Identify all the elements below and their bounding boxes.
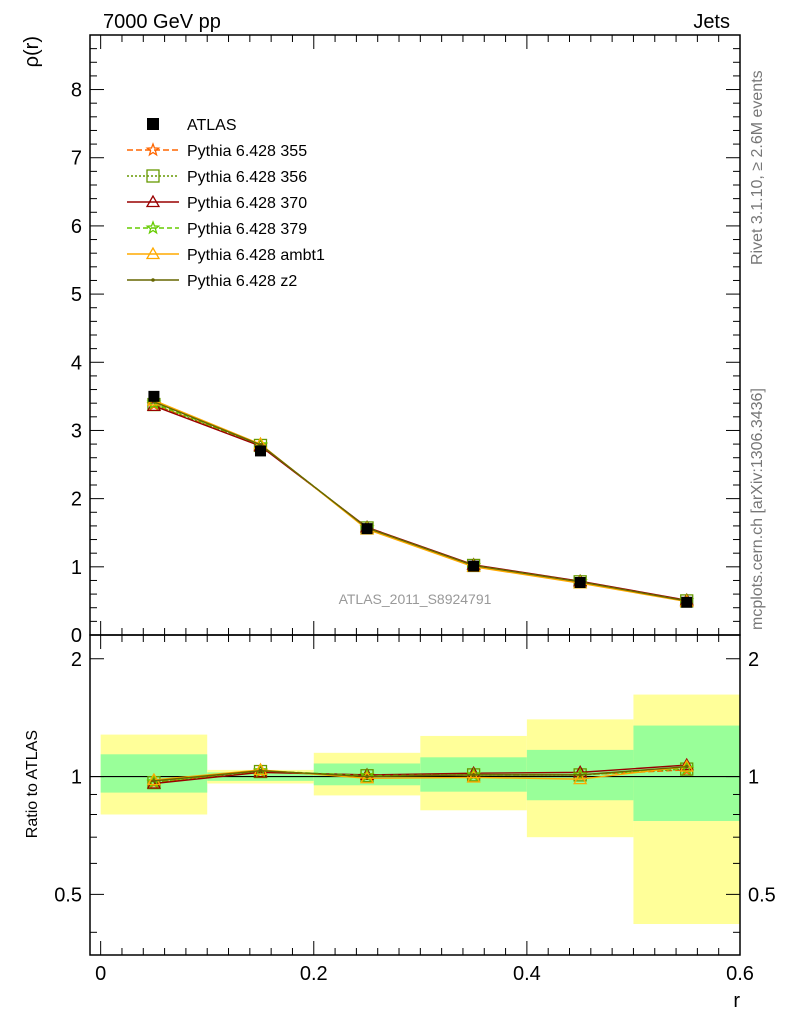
series-point-ratio bbox=[573, 771, 588, 785]
y-tick-label-top: 6 bbox=[71, 216, 82, 238]
x-tick-label: 0.2 bbox=[300, 963, 328, 985]
ratio-band-inner bbox=[633, 725, 740, 821]
legend-label: Pythia 6.428 355 bbox=[187, 143, 307, 160]
legend-label: Pythia 6.428 356 bbox=[187, 169, 307, 186]
series-line-ratio bbox=[153, 765, 687, 782]
y-tick-label-top: 7 bbox=[71, 148, 82, 170]
series-layer bbox=[146, 390, 695, 790]
y-tick-label-top: 0 bbox=[71, 625, 82, 647]
series-line-ratio bbox=[153, 765, 687, 781]
bottom-panel-frame bbox=[89, 634, 741, 956]
side-text-top: Rivet 3.1.10, ≥ 2.6M events bbox=[749, 70, 766, 265]
legend-label: Pythia 6.428 z2 bbox=[187, 273, 297, 290]
header-left: 7000 GeV pp bbox=[103, 11, 221, 33]
x-tick-label: 0 bbox=[95, 963, 106, 985]
series-point-ratio bbox=[572, 767, 588, 782]
series-point-ratio bbox=[466, 770, 481, 783]
legend-label: ATLAS bbox=[187, 117, 237, 134]
atlas-data-point bbox=[254, 445, 266, 457]
legend-label: Pythia 6.428 379 bbox=[187, 221, 307, 238]
legend-marker bbox=[145, 220, 161, 235]
series-point-ratio bbox=[684, 764, 689, 769]
series-point-ratio bbox=[258, 768, 263, 773]
x-tick-label: 0.4 bbox=[513, 963, 541, 985]
series-point-ratio bbox=[365, 774, 369, 779]
y-axis-label-bottom: Ratio to ATLAS bbox=[24, 730, 41, 838]
series-point-ratio bbox=[578, 773, 582, 777]
header-right: Jets bbox=[693, 11, 730, 33]
legend-label: Pythia 6.428 370 bbox=[187, 195, 307, 212]
series-point-ratio bbox=[359, 770, 375, 784]
y-axis-label-top: ρ(r) bbox=[21, 36, 43, 67]
legend-marker bbox=[147, 118, 159, 130]
y-tick-label-bottom: 0.5 bbox=[54, 884, 82, 906]
atlas-data bbox=[148, 390, 693, 608]
side-text-bottom: mcplots.cern.ch [arXiv:1306.3436] bbox=[749, 388, 766, 630]
ratio-uncertainty-bands bbox=[100, 694, 740, 925]
series-point-ratio bbox=[253, 762, 268, 776]
atlas-data-point bbox=[361, 523, 373, 535]
atlas-data-point bbox=[148, 390, 160, 402]
legend-label: Pythia 6.428 ambt1 bbox=[187, 247, 325, 264]
series-point-ratio bbox=[146, 772, 162, 786]
series-line-top bbox=[153, 401, 687, 602]
y-tick-label-top: 4 bbox=[71, 352, 82, 374]
y-tick-label-bottom: 1 bbox=[71, 767, 82, 789]
y-tick-label-bottom: 2 bbox=[71, 649, 82, 671]
legend-marker bbox=[151, 278, 155, 282]
series-point-ratio bbox=[471, 773, 476, 777]
y-tick-label-top: 2 bbox=[71, 489, 82, 511]
y-tick-label-top: 1 bbox=[71, 557, 82, 579]
y-tick-label-top: 3 bbox=[71, 420, 82, 442]
y-tick-label-top: 5 bbox=[71, 284, 82, 306]
x-tick-label: 0.6 bbox=[726, 963, 754, 985]
y-tick-label-bottom-right: 2 bbox=[748, 649, 759, 671]
analysis-label: ATLAS_2011_S8924791 bbox=[339, 591, 492, 607]
atlas-data-point bbox=[468, 560, 480, 572]
legend: ATLAS Pythia 6.428 355 Pythia 6.428 356 Pyt… bbox=[127, 117, 325, 290]
atlas-data-point bbox=[681, 596, 693, 608]
series-point-ratio bbox=[152, 779, 156, 783]
x-axis-label: r bbox=[733, 990, 740, 1012]
series-point-ratio bbox=[679, 759, 694, 772]
legend-marker bbox=[145, 246, 161, 260]
y-tick-label-top: 8 bbox=[71, 80, 82, 102]
series-point-ratio bbox=[679, 757, 694, 771]
legend-marker bbox=[145, 194, 161, 208]
legend-marker bbox=[146, 169, 160, 183]
atlas-data-point bbox=[574, 577, 586, 588]
series-point-ratio bbox=[253, 762, 268, 778]
y-tick-label-bottom-right: 1 bbox=[748, 767, 759, 789]
series-line-ratio bbox=[153, 764, 687, 785]
legend-marker bbox=[145, 142, 161, 157]
series-line-top bbox=[153, 399, 687, 603]
y-tick-label-bottom-right: 0.5 bbox=[748, 884, 776, 906]
